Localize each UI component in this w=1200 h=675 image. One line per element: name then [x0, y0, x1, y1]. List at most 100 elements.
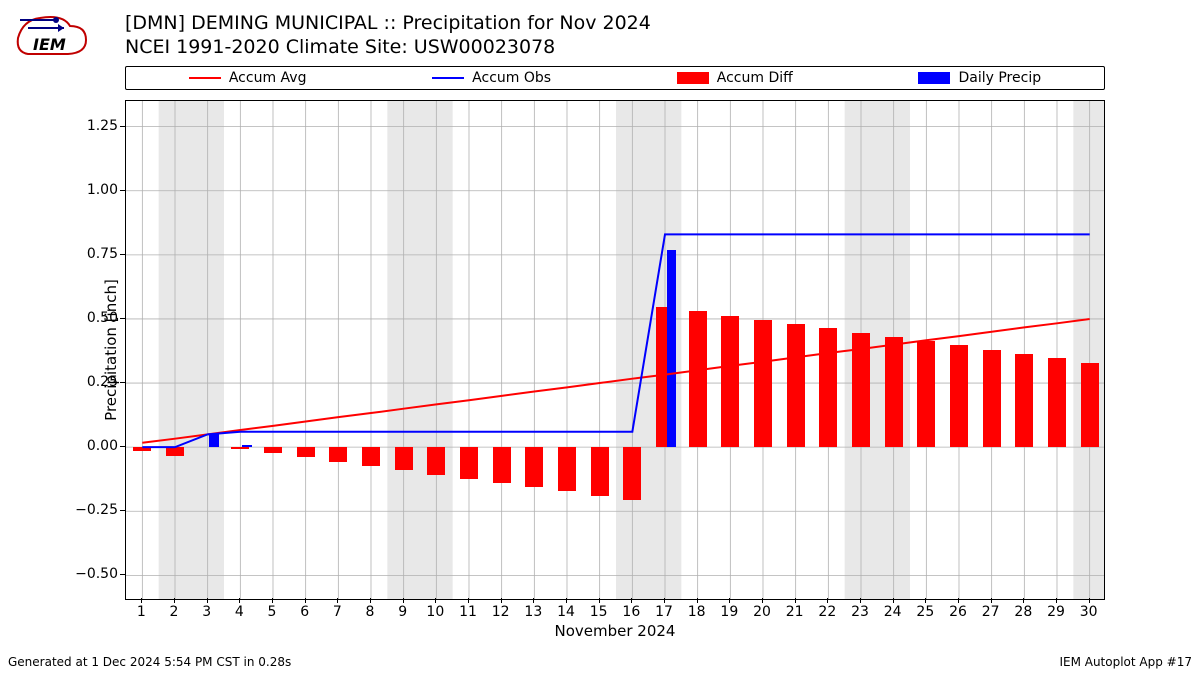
xtick-mark	[468, 598, 469, 603]
xtick-label: 4	[235, 604, 244, 620]
legend-item-accum-avg: Accum Avg	[189, 70, 307, 86]
xtick-mark	[403, 598, 404, 603]
ytick-label: −0.50	[58, 566, 118, 582]
xtick-label: 27	[982, 604, 1000, 620]
ytick-label: 0.75	[58, 246, 118, 262]
xtick-label: 19	[720, 604, 738, 620]
title-line-1: [DMN] DEMING MUNICIPAL :: Precipitation …	[125, 12, 651, 36]
xtick-mark	[925, 598, 926, 603]
xtick-label: 3	[202, 604, 211, 620]
footer-generated-text: Generated at 1 Dec 2024 5:54 PM CST in 0…	[8, 655, 291, 669]
legend-swatch-box	[677, 72, 709, 84]
xtick-label: 22	[818, 604, 836, 620]
xtick-mark	[795, 598, 796, 603]
y-axis-label: Precipitation [inch]	[102, 279, 120, 421]
plot-lines-svg	[126, 101, 1104, 599]
xtick-mark	[239, 598, 240, 603]
legend-label: Accum Obs	[472, 70, 551, 86]
ytick-mark	[120, 510, 125, 511]
xtick-mark	[991, 598, 992, 603]
chart-title: [DMN] DEMING MUNICIPAL :: Precipitation …	[125, 12, 651, 60]
xtick-label: 5	[268, 604, 277, 620]
xtick-label: 26	[949, 604, 967, 620]
ytick-label: −0.25	[58, 502, 118, 518]
xtick-mark	[337, 598, 338, 603]
xtick-mark	[827, 598, 828, 603]
xtick-mark	[1056, 598, 1057, 603]
xtick-label: 23	[851, 604, 869, 620]
xtick-mark	[370, 598, 371, 603]
xtick-label: 7	[333, 604, 342, 620]
ytick-label: 0.25	[58, 374, 118, 390]
xtick-mark	[893, 598, 894, 603]
xtick-mark	[141, 598, 142, 603]
xtick-label: 20	[753, 604, 771, 620]
ytick-mark	[120, 254, 125, 255]
xtick-label: 11	[459, 604, 477, 620]
xtick-label: 18	[688, 604, 706, 620]
ytick-mark	[120, 574, 125, 575]
legend-swatch-line	[189, 77, 221, 79]
legend-label: Accum Avg	[229, 70, 307, 86]
ytick-mark	[120, 446, 125, 447]
ytick-label: 0.00	[58, 438, 118, 454]
xtick-label: 6	[300, 604, 309, 620]
xtick-mark	[664, 598, 665, 603]
xtick-mark	[305, 598, 306, 603]
xtick-mark	[1089, 598, 1090, 603]
accum-obs-line	[142, 234, 1089, 447]
xtick-mark	[501, 598, 502, 603]
accum-avg-line	[142, 319, 1089, 443]
legend-swatch-box	[918, 72, 950, 84]
xtick-label: 15	[590, 604, 608, 620]
ytick-label: 1.25	[58, 118, 118, 134]
xtick-mark	[1023, 598, 1024, 603]
xtick-mark	[435, 598, 436, 603]
xtick-label: 29	[1047, 604, 1065, 620]
xtick-mark	[599, 598, 600, 603]
xtick-label: 9	[398, 604, 407, 620]
xtick-mark	[207, 598, 208, 603]
xtick-mark	[631, 598, 632, 603]
ytick-label: 1.00	[58, 182, 118, 198]
xtick-label: 28	[1014, 604, 1032, 620]
xtick-mark	[566, 598, 567, 603]
ytick-mark	[120, 190, 125, 191]
title-line-2: NCEI 1991-2020 Climate Site: USW00023078	[125, 36, 651, 60]
ytick-mark	[120, 318, 125, 319]
xtick-label: 8	[366, 604, 375, 620]
xtick-mark	[762, 598, 763, 603]
xtick-label: 24	[884, 604, 902, 620]
legend-item-accum-obs: Accum Obs	[432, 70, 551, 86]
legend-label: Daily Precip	[958, 70, 1041, 86]
xtick-label: 25	[916, 604, 934, 620]
xtick-label: 10	[426, 604, 444, 620]
xtick-label: 12	[492, 604, 510, 620]
xtick-label: 16	[622, 604, 640, 620]
xtick-label: 30	[1080, 604, 1098, 620]
xtick-mark	[958, 598, 959, 603]
xtick-label: 13	[524, 604, 542, 620]
xtick-mark	[174, 598, 175, 603]
footer-app-text: IEM Autoplot App #17	[1059, 655, 1192, 669]
xtick-label: 14	[557, 604, 575, 620]
x-axis-label: November 2024	[125, 622, 1105, 640]
svg-text:IEM: IEM	[33, 35, 66, 54]
legend-label: Accum Diff	[717, 70, 793, 86]
xtick-mark	[860, 598, 861, 603]
xtick-label: 17	[655, 604, 673, 620]
xtick-mark	[533, 598, 534, 603]
ytick-mark	[120, 126, 125, 127]
xtick-mark	[697, 598, 698, 603]
legend-swatch-line	[432, 77, 464, 79]
xtick-mark	[272, 598, 273, 603]
legend: Accum Avg Accum Obs Accum Diff Daily Pre…	[125, 66, 1105, 90]
plot-area	[125, 100, 1105, 600]
legend-item-daily-precip: Daily Precip	[918, 70, 1041, 86]
ytick-mark	[120, 382, 125, 383]
xtick-mark	[729, 598, 730, 603]
xtick-label: 21	[786, 604, 804, 620]
iem-logo-icon: IEM	[8, 8, 98, 67]
ytick-label: 0.50	[58, 310, 118, 326]
legend-item-accum-diff: Accum Diff	[677, 70, 793, 86]
